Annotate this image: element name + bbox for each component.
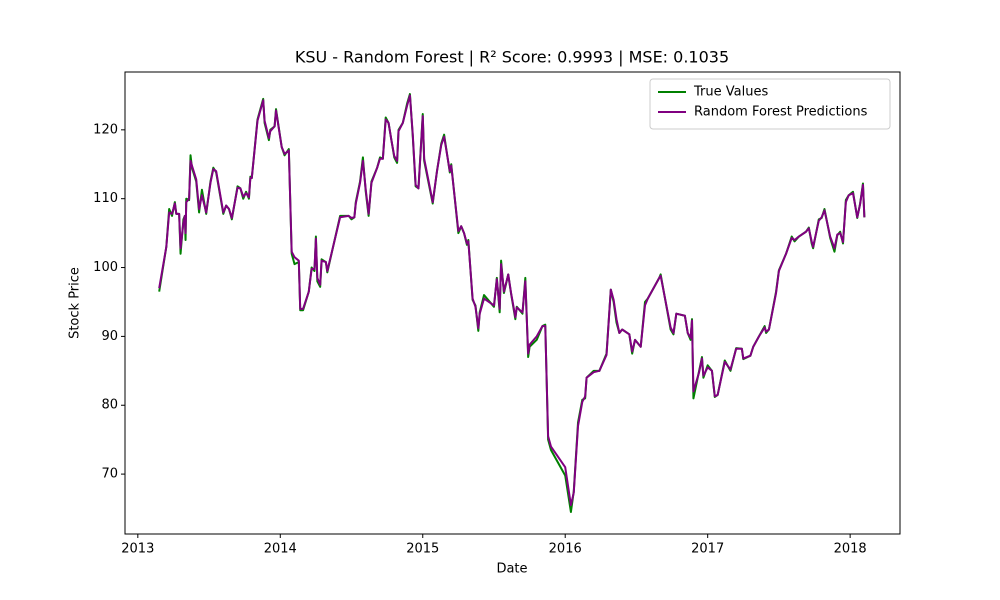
y-tick-label: 120	[93, 122, 118, 137]
plot-frame	[124, 71, 901, 535]
chart-title: KSU - Random Forest | R² Score: 0.9993 |…	[295, 48, 729, 67]
y-axis-label: Stock Price	[68, 267, 83, 339]
y-tick-label: 80	[101, 398, 118, 413]
x-tick-label: 2017	[691, 542, 724, 557]
x-tick-label: 2016	[549, 542, 582, 557]
y-tick-label: 90	[101, 329, 118, 344]
x-axis-label: Date	[496, 562, 527, 577]
x-tick-label: 2018	[834, 542, 867, 557]
y-tick-label: 70	[101, 467, 118, 482]
legend-label: Random Forest Predictions	[694, 105, 868, 120]
legend-label: True Values	[693, 85, 768, 100]
y-tick-label: 110	[93, 191, 118, 206]
legend-box	[649, 78, 891, 130]
x-tick-label: 2013	[121, 542, 154, 557]
x-tick-label: 2015	[406, 542, 439, 557]
line-series	[158, 94, 866, 507]
y-tick-label: 100	[93, 260, 118, 275]
x-tick-label: 2014	[264, 542, 297, 557]
